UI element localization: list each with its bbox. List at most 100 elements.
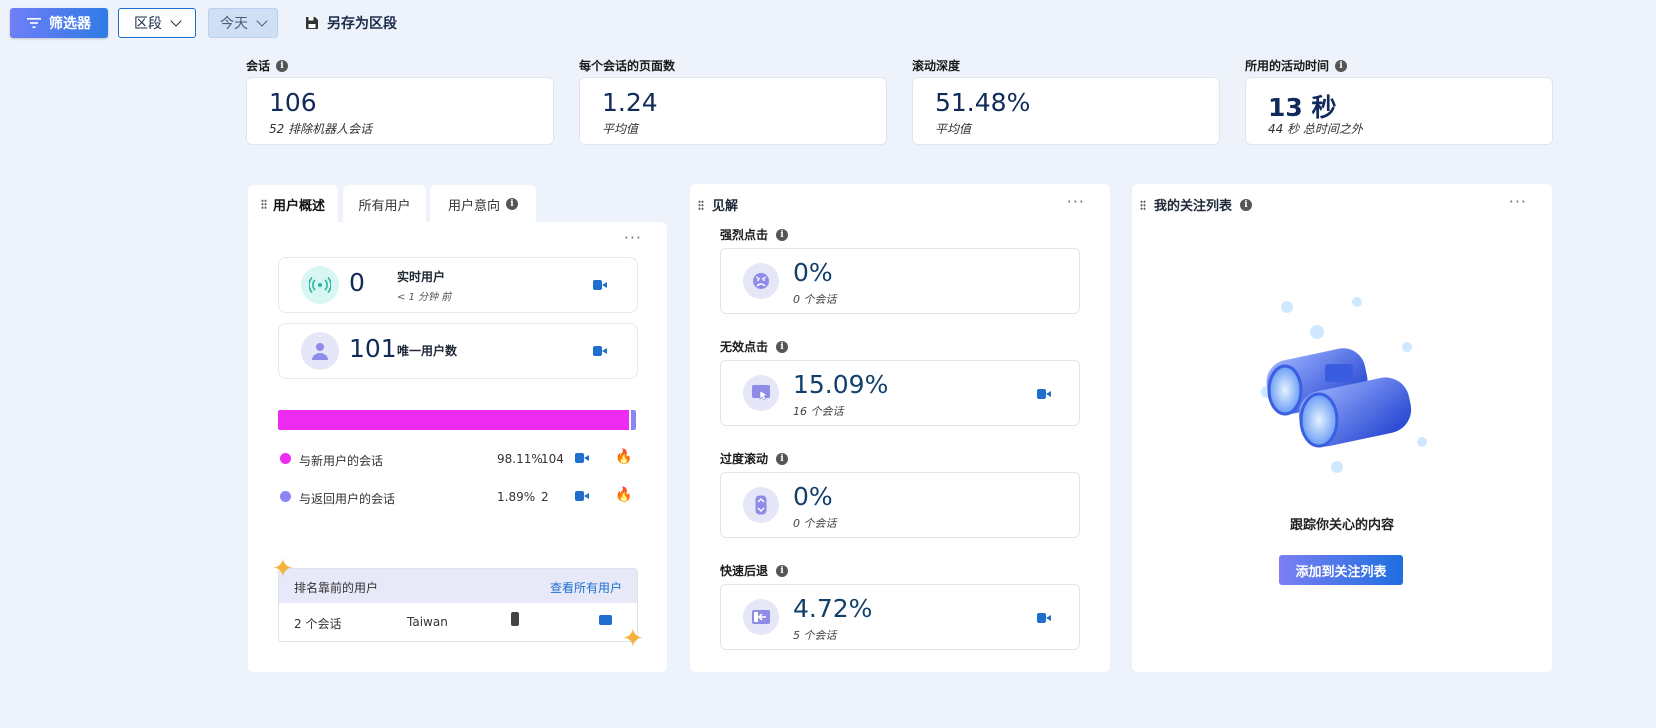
chevron-down-icon [256,15,268,27]
insight-value: 0% [793,258,833,287]
quick-back-icon [743,599,779,635]
kpi-value: 51.48% [935,88,1031,117]
info-icon[interactable]: i [276,59,289,72]
insight-label-rage-clicks: 强烈点击 i [720,226,789,243]
legend-new-users: 与新用户的会话 98.11% 104 🔥 [280,449,640,468]
more-options-icon[interactable]: ··· [623,228,642,247]
kpi-label: 滚动深度 [912,59,961,73]
tab-all-users[interactable]: 所有用户 [343,185,426,223]
tab-user-overview[interactable]: 用户概述 [248,185,338,223]
insight-sub: 5 个会话 [793,629,837,642]
sparkle-icon: ✦ [622,624,644,654]
binoculars-illustration-icon [1261,297,1427,473]
watchlist-title: 我的关注列表 [1154,199,1233,214]
info-icon[interactable]: i [776,340,789,353]
date-range-dropdown[interactable]: 今天 [208,8,278,38]
session-split-bar [278,410,636,430]
drag-handle-icon[interactable] [698,199,704,210]
video-icon[interactable] [1037,389,1051,399]
segment-dropdown[interactable]: 区段 [118,8,196,38]
tab-user-intent[interactable]: 用户意向 i [430,185,536,223]
info-icon[interactable]: i [776,452,789,465]
unique-users-value: 101 [349,334,397,363]
unique-users-label: 唯一用户数 [397,344,458,358]
live-users-value: 0 [349,268,365,297]
id-card-icon[interactable] [599,615,612,625]
info-icon[interactable]: i [776,564,789,577]
insight-label: 快速后退 [720,564,769,578]
legend-count: 2 [541,490,549,504]
watchlist-panel: 我的关注列表 i ··· 跟踪你关心的内容 添加到关注列表 [1132,184,1552,672]
scroll-icon [743,487,779,523]
top-users-title: 排名靠前的用户 [294,581,379,595]
insight-card-dead-clicks[interactable]: 15.09% 16 个会话 [720,360,1080,426]
insight-sub: 0 个会话 [793,517,837,530]
kpi-value: 1.24 [602,88,658,117]
insights-title: 见解 [712,199,739,214]
insight-sub: 0 个会话 [793,293,837,306]
user-sessions: 2 个会话 [294,617,342,631]
unique-users-row: 101 唯一用户数 [278,323,638,379]
top-users-table: 排名靠前的用户 查看所有用户 2 个会话 Taiwan [278,568,638,642]
save-segment-button[interactable]: 另存为区段 [305,8,397,38]
insight-card-quick-backs[interactable]: 4.72% 5 个会话 [720,584,1080,650]
heatmap-icon[interactable]: 🔥 [615,487,633,503]
user-icon [301,332,339,370]
drag-handle-icon[interactable] [260,199,267,209]
users-panel: ··· 0 实时用户 < 1 分钟 前 101 唯一用户数 与新用户的会话 98… [248,222,667,672]
table-row[interactable]: 2 个会话 Taiwan [279,603,637,641]
watchlist-header: 我的关注列表 i [1140,195,1253,214]
sparkle-icon: ✦ [272,554,294,584]
legend-dot [280,491,291,502]
insight-label-quick-backs: 快速后退 i [720,562,789,579]
video-icon[interactable] [593,346,607,356]
kpi-label: 会话 [246,59,271,73]
more-options-icon[interactable]: ··· [1508,192,1527,211]
kpi-value: 13 秒 [1268,93,1337,122]
insight-value: 4.72% [793,594,873,623]
live-users-label: 实时用户 [397,270,446,284]
kpi-sessions: 会话 i 106 52 排除机器人会话 [246,57,554,145]
mobile-device-icon [511,612,519,626]
heatmap-icon[interactable]: 🔥 [615,449,633,465]
insights-panel: 见解 ··· 强烈点击 i 0% 0 个会话 无效点击 i 15.09% 16 个会… [690,184,1110,672]
info-icon[interactable]: i [1335,59,1348,72]
insight-card-excessive-scroll[interactable]: 0% 0 个会话 [720,472,1080,538]
insight-card-rage-clicks[interactable]: 0% 0 个会话 [720,248,1080,314]
kpi-card: 13 秒 44 秒 总时间之外 [1245,77,1553,145]
kpi-card: 106 52 排除机器人会话 [246,77,554,145]
kpi-card: 51.48% 平均值 [912,77,1220,145]
filter-button[interactable]: 筛选器 [10,8,108,38]
legend-label: 与新用户的会话 [299,454,384,468]
kpi-scroll-depth: 滚动深度 51.48% 平均值 [912,57,1220,145]
top-users-header: 排名靠前的用户 查看所有用户 [279,569,637,603]
tab-label: 用户概述 [272,198,325,214]
info-icon[interactable]: i [1240,198,1253,211]
insight-label-excessive-scroll: 过度滚动 i [720,450,789,467]
legend-dot [280,453,291,464]
save-icon [306,17,318,29]
live-users-sub: < 1 分钟 前 [397,292,452,303]
kpi-sub: 44 秒 总时间之外 [1268,122,1363,136]
new-sessions-bar [278,410,630,430]
drag-handle-icon[interactable] [1140,199,1146,210]
filter-icon [27,18,41,28]
video-icon[interactable] [593,280,607,290]
insight-sub: 16 个会话 [793,405,844,418]
chevron-down-icon [170,15,182,27]
insight-label-dead-clicks: 无效点击 i [720,338,789,355]
kpi-pages-per-session: 每个会话的页面数 1.24 平均值 [579,57,887,145]
legend-pct: 1.89% [497,490,536,504]
video-icon[interactable] [1037,613,1051,623]
legend-pct: 98.11% [497,452,543,466]
add-to-watchlist-button[interactable]: 添加到关注列表 [1279,555,1403,585]
kpi-sub: 平均值 [602,122,639,136]
info-icon[interactable]: i [506,198,518,210]
kpi-sub: 52 排除机器人会话 [269,122,373,136]
legend-count: 104 [541,452,564,466]
insight-label: 无效点击 [720,340,769,354]
kpi-sub: 平均值 [935,122,972,136]
info-icon[interactable]: i [776,228,789,241]
view-all-users-link[interactable]: 查看所有用户 [549,581,622,595]
more-options-icon[interactable]: ··· [1066,192,1085,211]
